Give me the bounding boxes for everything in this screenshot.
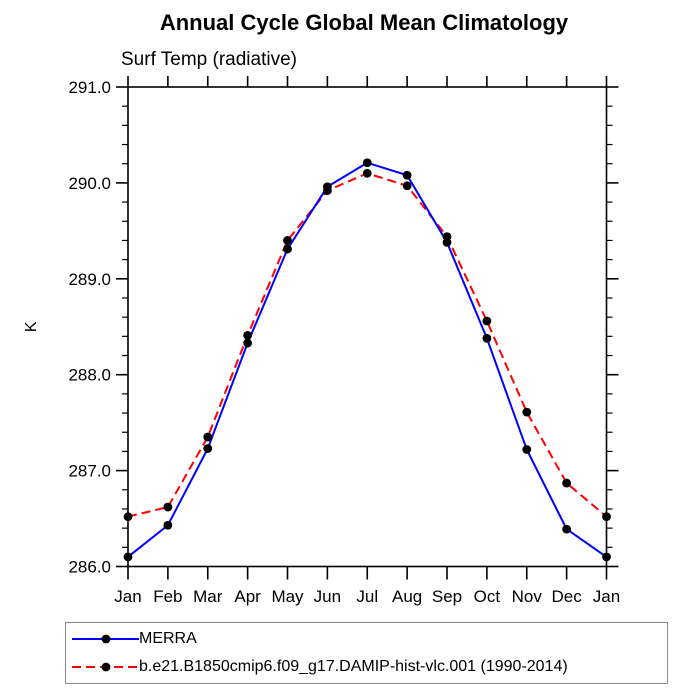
data-point-marker <box>362 158 372 168</box>
data-point-marker <box>163 502 173 512</box>
data-point-marker <box>522 445 532 454</box>
data-point-marker <box>602 512 611 522</box>
x-axis-tick-label: Jun <box>314 587 341 606</box>
legend-sample-marker <box>101 634 111 644</box>
x-axis-tick-label: Dec <box>552 587 583 606</box>
y-axis-title: K <box>23 321 40 332</box>
legend-line-sample-dashed <box>72 662 139 672</box>
data-point-marker <box>203 444 213 453</box>
data-point-marker <box>362 168 372 178</box>
y-axis-tick-label: 290.0 <box>68 174 111 193</box>
data-point-marker <box>243 330 253 340</box>
legend-line-sample-solid <box>72 634 139 644</box>
data-point-marker <box>283 244 292 254</box>
data-point-marker <box>402 181 412 191</box>
x-axis-tick-label: Sep <box>432 587 462 606</box>
y-axis-tick-label: 288.0 <box>68 366 111 385</box>
legend: MERRA b.e21.B1850cmip6.f09_g17.DAMIP-his… <box>65 622 668 684</box>
data-point-marker <box>562 478 572 488</box>
data-point-marker <box>602 552 611 562</box>
legend-sample-marker <box>101 662 111 672</box>
data-point-marker <box>163 520 173 530</box>
data-point-marker <box>322 186 332 195</box>
data-point-marker <box>203 432 213 442</box>
x-axis-tick-label: Jan <box>593 587 620 606</box>
plot-area: 286.0 287.0 288.0 289.0 290.0 291.0 Jan Feb Mar A… <box>23 76 620 606</box>
data-point-marker <box>482 333 492 343</box>
data-point-marker <box>482 316 492 326</box>
chart-title: Annual Cycle Global Mean Climatology <box>159 10 569 35</box>
data-point-marker <box>123 512 133 522</box>
chart-subtitle: Surf Temp (radiative) <box>121 49 297 70</box>
legend-item-merra: MERRA <box>66 625 667 653</box>
data-point-marker <box>283 236 292 245</box>
x-axis-tick-label: Nov <box>512 587 543 606</box>
legend-label-model: b.e21.B1850cmip6.f09_g17.DAMIP-hist-vlc.… <box>139 658 568 675</box>
y-axis-tick-label: 286.0 <box>68 558 111 577</box>
data-point-marker <box>123 552 133 562</box>
x-axis-tick-label: Mar <box>193 587 223 606</box>
x-axis-tick-label: May <box>271 587 304 606</box>
data-point-marker <box>243 338 253 348</box>
data-point-marker <box>402 170 412 180</box>
legend-label-merra: MERRA <box>139 630 197 647</box>
x-axis-tick-label: Aug <box>392 587 422 606</box>
y-axis-tick-label: 287.0 <box>68 462 111 481</box>
x-axis-tick-label: Oct <box>474 587 501 606</box>
x-axis-tick-label: Jul <box>356 587 378 606</box>
data-point-marker <box>522 407 532 417</box>
x-axis-tick-label: Apr <box>234 587 261 606</box>
x-axis-tick-label: Jan <box>114 587 141 606</box>
x-axis-tick-label: Feb <box>153 587 182 606</box>
data-point-marker <box>562 524 572 534</box>
series-line-merra <box>127 161 608 558</box>
data-point-marker <box>442 232 452 242</box>
y-axis-tick-label: 289.0 <box>68 270 111 289</box>
legend-item-model: b.e21.B1850cmip6.f09_g17.DAMIP-hist-vlc.… <box>66 653 667 681</box>
y-axis-tick-label: 291.0 <box>68 78 111 97</box>
